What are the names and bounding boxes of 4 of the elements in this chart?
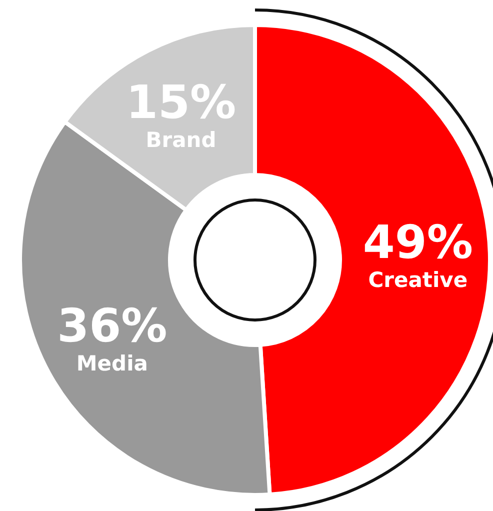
data-label: 49% [362, 214, 473, 269]
slice-label: Creative [368, 268, 468, 292]
slice-label: Media [76, 352, 148, 376]
data-label: 36% [57, 298, 168, 353]
